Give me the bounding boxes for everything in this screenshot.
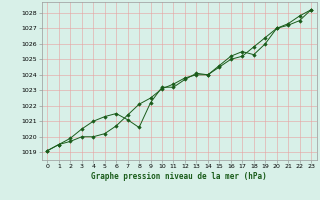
X-axis label: Graphe pression niveau de la mer (hPa): Graphe pression niveau de la mer (hPa)	[91, 172, 267, 181]
